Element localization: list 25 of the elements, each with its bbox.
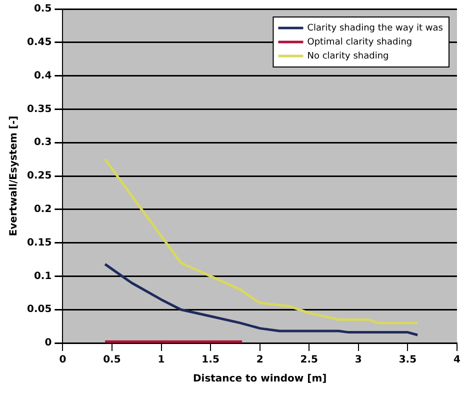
y-tick-label: 0.1 — [34, 270, 52, 282]
y-axis-title: Evertwall/Esystem [-] — [8, 116, 20, 236]
x-tick-label: 2 — [256, 354, 264, 366]
legend-label: Optimal clarity shading — [307, 37, 412, 48]
x-tick-label: 2.5 — [300, 354, 318, 366]
x-axis-title: Distance to window [m] — [192, 374, 327, 385]
y-tick-label: 0.3 — [34, 137, 52, 148]
x-tick-label: 0.5 — [103, 354, 121, 366]
y-tick-label: 0.05 — [26, 304, 52, 316]
x-tick-label: 1 — [158, 354, 165, 366]
x-tick-label: 1.5 — [202, 354, 220, 366]
legend-label: Clarity shading the way it was — [307, 23, 444, 34]
y-tick-label: 0 — [44, 338, 52, 349]
x-tick-label: 4 — [454, 354, 461, 366]
y-tick-label: 0.5 — [34, 4, 52, 15]
y-tick-label: 0.4 — [34, 70, 52, 82]
x-tick-label: 0 — [59, 354, 66, 366]
x-tick-label: 3 — [354, 354, 362, 366]
x-tick-label: 3.5 — [398, 354, 417, 366]
y-tick-label: 0.2 — [34, 204, 52, 215]
legend-label: No clarity shading — [307, 51, 389, 62]
y-tick-label: 0.45 — [26, 36, 52, 48]
y-tick-label: 0.35 — [26, 104, 52, 115]
y-tick-label: 0.25 — [26, 170, 52, 182]
y-tick-label: 0.15 — [26, 237, 52, 248]
